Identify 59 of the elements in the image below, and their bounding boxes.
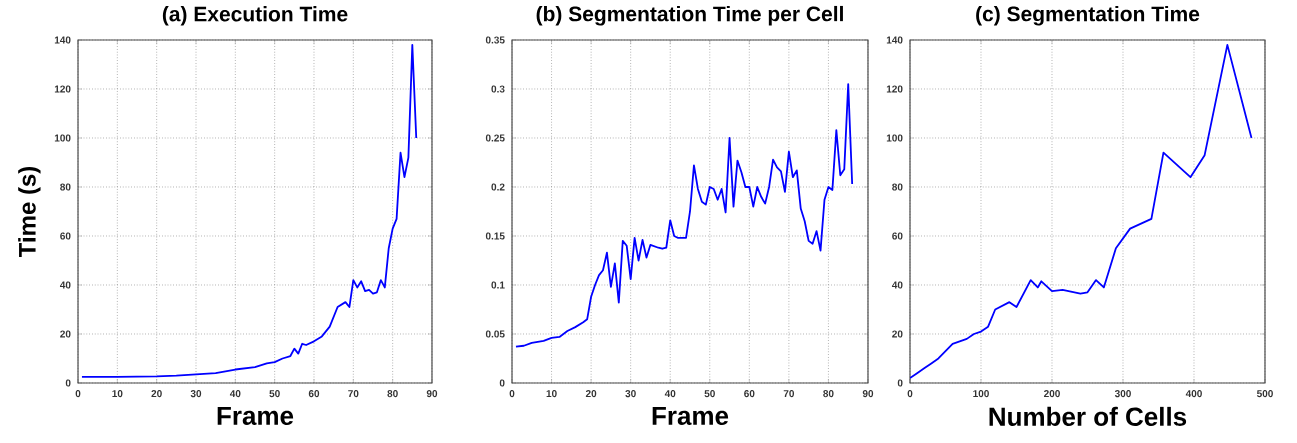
- x-tick-label: 10: [112, 390, 123, 398]
- x-tick-label: 70: [348, 390, 359, 398]
- x-axis-title: Number of Cells: [989, 406, 1187, 426]
- y-tick-label: 120: [886, 85, 903, 93]
- x-tick-label: 20: [585, 390, 597, 398]
- x-axis-title: Frame: [217, 406, 294, 426]
- y-tick-label: 140: [54, 36, 71, 44]
- x-tick-label: 0: [75, 390, 81, 398]
- x-tick-label: 80: [823, 390, 834, 398]
- y-tick-label: 60: [60, 232, 71, 240]
- y-tick-label: 20: [60, 330, 71, 338]
- y-tick-label: 0.2: [491, 183, 505, 191]
- x-tick-label: 0: [907, 390, 913, 398]
- y-tick-label: 0: [65, 379, 71, 387]
- x-tick-label: 30: [190, 390, 202, 398]
- x-tick-label: 70: [783, 390, 795, 398]
- x-tick-label: 40: [229, 390, 241, 398]
- chart-title: (a) Execution Time: [162, 6, 348, 26]
- y-tick-label: 100: [886, 134, 903, 142]
- x-tick-label: 60: [744, 390, 755, 398]
- x-tick-label: 50: [704, 390, 715, 398]
- x-tick-label: 60: [308, 390, 320, 398]
- y-tick-label: 0.35: [485, 36, 505, 44]
- x-tick-label: 300: [1114, 390, 1131, 398]
- line-series: [81, 43, 418, 378]
- x-axis-title: Frame: [652, 406, 729, 426]
- y-tick-label: 140: [886, 36, 903, 44]
- x-tick-label: 30: [625, 390, 636, 398]
- y-tick-label: 0.3: [491, 85, 505, 93]
- y-axis-title: Time (s): [18, 166, 41, 257]
- x-tick-label: 100: [973, 390, 989, 398]
- x-tick-label: 10: [546, 390, 557, 398]
- y-tick-label: 0: [897, 379, 903, 387]
- y-tick-label: 100: [54, 134, 71, 142]
- y-tick-label: 0.05: [485, 330, 505, 338]
- x-tick-label: 200: [1044, 390, 1060, 398]
- line-series: [910, 43, 1253, 379]
- chart-title: (b) Segmentation Time per Cell: [536, 5, 843, 26]
- y-tick-label: 20: [892, 330, 903, 338]
- y-tick-label: 0.25: [485, 134, 505, 142]
- y-tick-label: 80: [892, 183, 903, 191]
- x-tick-label: 500: [1256, 390, 1273, 398]
- x-tick-label: 20: [151, 390, 162, 398]
- y-tick-label: 40: [59, 281, 71, 289]
- x-tick-label: 400: [1185, 390, 1202, 398]
- y-tick-label: 60: [892, 232, 903, 240]
- y-tick-label: 0.15: [485, 232, 505, 240]
- chart-title: (c) Segmentation Time: [976, 5, 1200, 26]
- x-tick-label: 0: [509, 390, 515, 398]
- y-tick-label: 0: [499, 379, 505, 387]
- y-tick-label: 0.1: [491, 281, 505, 289]
- x-tick-label: 40: [664, 390, 676, 398]
- y-tick-label: 40: [891, 281, 903, 289]
- y-tick-label: 80: [60, 183, 71, 191]
- x-tick-label: 80: [387, 390, 398, 398]
- x-tick-label: 90: [426, 390, 438, 398]
- y-tick-label: 120: [54, 85, 71, 93]
- x-tick-label: 50: [269, 390, 280, 398]
- x-tick-label: 90: [862, 390, 874, 398]
